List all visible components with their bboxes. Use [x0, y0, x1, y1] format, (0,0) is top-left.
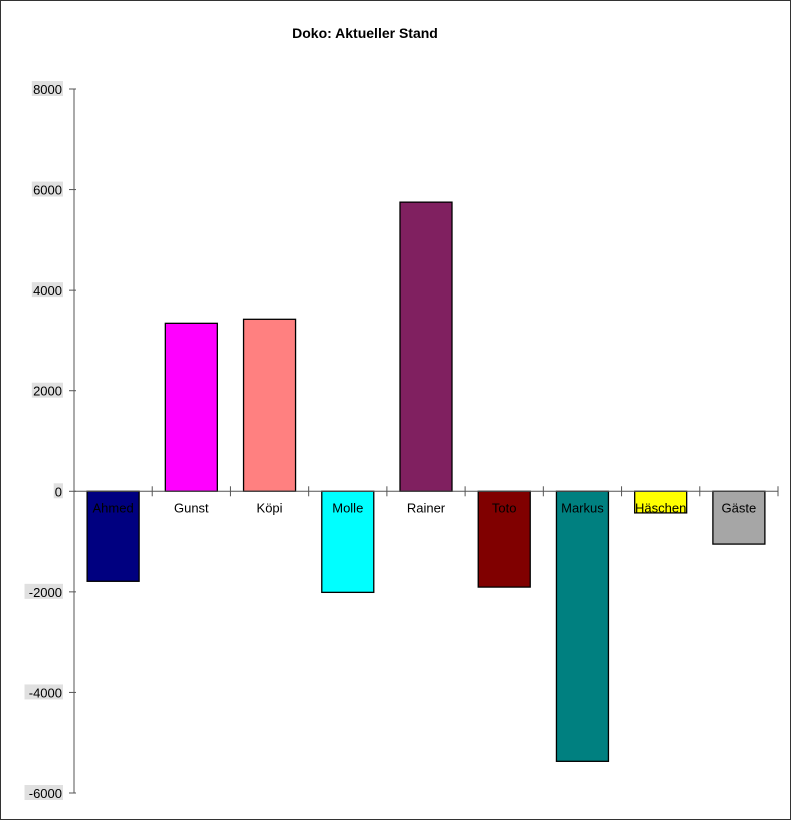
y-tick-label-bg	[31, 181, 63, 197]
y-tick-label: 4000	[33, 283, 62, 298]
bar-gunst	[164, 322, 218, 492]
category-label: Gunst	[174, 500, 209, 515]
category-label: Markus	[561, 500, 604, 515]
category-label: Ahmed	[93, 500, 134, 515]
y-tick-label: 6000	[33, 183, 62, 198]
y-tick-label: -4000	[29, 685, 62, 700]
y-tick-label-bg	[24, 684, 63, 700]
y-tick-label: 8000	[33, 82, 62, 97]
y-tick-label-bg	[53, 483, 63, 499]
category-label: Molle	[332, 500, 363, 515]
y-tick-label: -2000	[29, 585, 62, 600]
bar-rainer	[399, 201, 453, 492]
y-tick-label: 2000	[33, 384, 62, 399]
category-label: Gäste	[722, 500, 757, 515]
category-label: Rainer	[407, 500, 446, 515]
y-tick-label-bg	[24, 583, 63, 599]
y-tick-label-bg	[31, 282, 63, 298]
bar-köpi	[242, 318, 297, 492]
y-tick-label-bg	[31, 81, 63, 96]
y-tick-label-bg	[24, 785, 63, 800]
y-tick-label: 0	[55, 484, 62, 499]
bar-molle	[321, 490, 375, 594]
bar-gäste	[712, 490, 766, 545]
y-tick-label-bg	[31, 382, 63, 398]
category-label: Häschen	[635, 500, 686, 515]
chart-title: Doko: Aktueller Stand	[292, 25, 438, 41]
category-label: Köpi	[257, 500, 283, 515]
category-label: Toto	[492, 500, 517, 515]
bar-markus	[555, 490, 610, 762]
y-tick-label: -6000	[29, 786, 62, 801]
